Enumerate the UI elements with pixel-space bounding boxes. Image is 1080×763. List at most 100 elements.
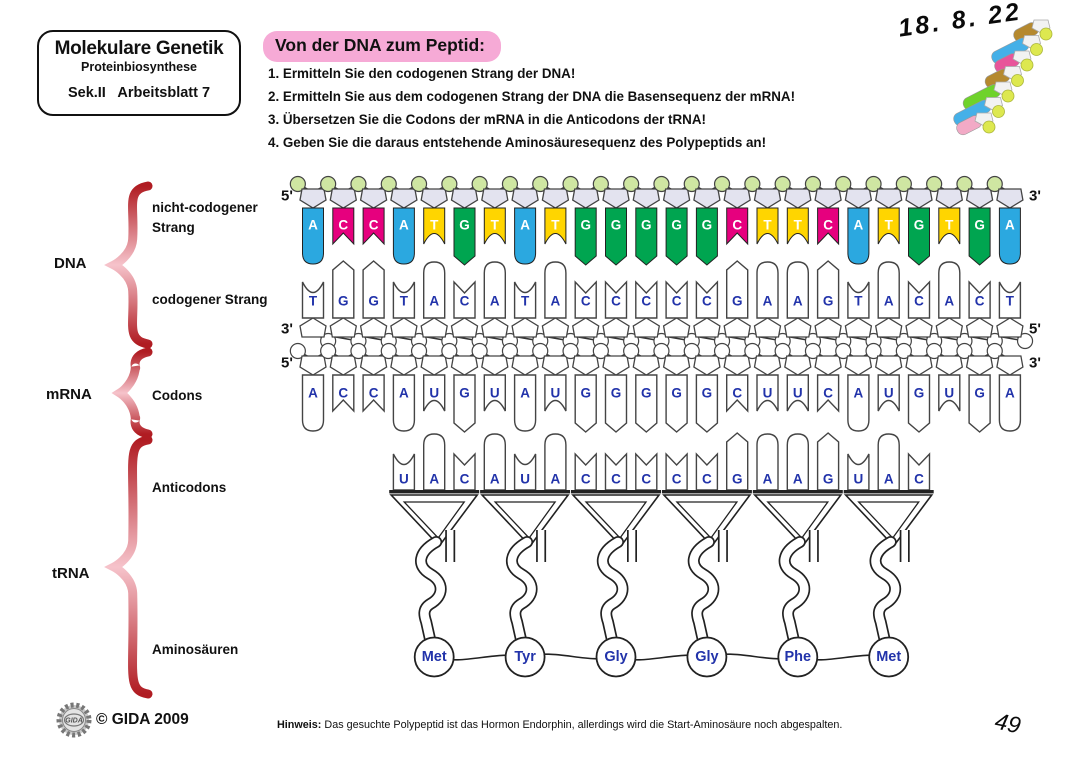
- amino-acid-circle: [868, 636, 910, 678]
- sugar-pentagon: [753, 188, 782, 209]
- instruction-item: 1. Ermitteln Sie den codogenen Strang de…: [268, 66, 576, 81]
- nucleotide-G: [635, 374, 658, 433]
- sugar-pentagon: [481, 188, 509, 209]
- anticodon-letter: C: [914, 472, 924, 487]
- sugar-pentagon: [753, 355, 782, 376]
- sugar-pentagon: [359, 355, 388, 376]
- anticodon-nucleotide-A: [423, 433, 446, 491]
- sugar-pentagon: [450, 188, 479, 209]
- phosphate: [562, 342, 579, 360]
- phosphate: [320, 175, 337, 193]
- sugar-pentagon: [874, 355, 903, 376]
- base-letter: A: [308, 218, 318, 233]
- task-title: Von der DNA zum Peptid:: [263, 31, 501, 62]
- anticodon-letter: C: [641, 472, 651, 487]
- brace-dna: [104, 181, 153, 349]
- sugar-pentagon: [693, 317, 721, 338]
- sugar-pentagon: [784, 188, 812, 209]
- trna-body: [871, 537, 900, 645]
- base-letter: G: [611, 218, 622, 233]
- nucleotide-T: [786, 207, 809, 245]
- sugar-pentagon: [420, 188, 448, 209]
- decoration-phosphate: [1020, 58, 1034, 72]
- trna-funnel-outer: [662, 494, 752, 548]
- decoration-phosphate: [1039, 27, 1053, 41]
- sugar-pentagon: [935, 317, 964, 338]
- base-letter: C: [338, 386, 348, 401]
- base-letter: G: [732, 294, 743, 309]
- anticodon-nucleotide-A: [483, 433, 506, 491]
- amino-acid-label: Gly: [695, 649, 718, 665]
- sugar-pentagon: [965, 317, 994, 338]
- codogenic-strand: T G G T A C A T A C C C C C G A A G T A C A C T 3' 5': [281, 260, 1041, 350]
- amino-acid-label: Phe: [785, 649, 812, 665]
- base-letter: C: [369, 386, 379, 401]
- phosphate: [471, 175, 488, 193]
- sugar-pentagon: [541, 355, 570, 376]
- phosphate: [289, 175, 306, 193]
- base-letter: A: [884, 294, 894, 309]
- anticodon-letter: A: [763, 472, 773, 487]
- base-letter: T: [794, 218, 803, 233]
- base-letter: G: [974, 218, 985, 233]
- trna-funnel-inner: [402, 501, 466, 540]
- trna-funnel-inner: [766, 501, 830, 540]
- gear-hub: [62, 708, 86, 732]
- base-letter: C: [702, 294, 712, 309]
- trna-body: [598, 537, 627, 645]
- sugar-pentagon: [784, 317, 812, 338]
- base-letter: C: [732, 218, 742, 233]
- base-letter: U: [763, 386, 773, 401]
- phosphate: [623, 175, 640, 193]
- sugar-pentagon: [420, 355, 448, 376]
- base-letter: C: [338, 218, 348, 233]
- gida-logo: GIDA: [56, 702, 92, 738]
- anticodon-letter: A: [884, 472, 894, 487]
- base-letter: T: [491, 218, 500, 233]
- trna-unit: C C G Gly: [661, 432, 752, 678]
- label-codogenic-strand: codogener Strang: [152, 292, 268, 307]
- nucleotide-U: [786, 374, 809, 412]
- base-letter: T: [854, 294, 863, 309]
- base-letter: G: [914, 218, 925, 233]
- nucleotide-A: [847, 374, 870, 432]
- phosphate: [926, 342, 943, 360]
- phosphate: [956, 342, 973, 360]
- sugar-pentagon: [723, 317, 751, 338]
- nucleotide-T: [998, 281, 1022, 319]
- phosphate: [744, 342, 761, 360]
- phosphate: [289, 342, 306, 360]
- nucleotide-G: [695, 207, 718, 266]
- base-letter: T: [885, 218, 894, 233]
- nucleotide-C: [968, 280, 991, 319]
- anticodon-bar: [389, 490, 480, 494]
- trna-funnel-inner: [675, 501, 739, 540]
- nucleotide-U: [483, 374, 506, 412]
- decoration-phosphate: [982, 120, 996, 134]
- base-letter: U: [429, 386, 439, 401]
- base-letter: C: [369, 218, 379, 233]
- sugar-pentagon: [723, 188, 751, 209]
- phosphate: [835, 175, 852, 193]
- worksheet-subtitle: Proteinbiosynthese: [81, 60, 197, 74]
- anticodon-letter: A: [551, 472, 561, 487]
- sugar-pentagon: [996, 317, 1024, 338]
- copyright: © GIDA 2009: [96, 711, 189, 728]
- nucleotide-C: [907, 280, 931, 319]
- nucleotide-U: [423, 374, 446, 412]
- base-letter: U: [793, 386, 803, 401]
- anticodon-letter: C: [611, 472, 621, 487]
- nucleotide-G: [665, 207, 688, 266]
- base-letter: C: [611, 294, 621, 309]
- anticodon-letter: C: [702, 472, 712, 487]
- base-letter: G: [459, 386, 470, 401]
- label-non-codogenic-strand: nicht-codogener Strang: [152, 200, 258, 235]
- sugar-pentagon: [844, 188, 873, 209]
- phosphate: [895, 175, 912, 193]
- base-letter: U: [884, 386, 894, 401]
- decoration-phosphate: [1011, 74, 1024, 87]
- sugar-pentagon: [481, 317, 509, 338]
- sugar-pentagon: [784, 355, 812, 376]
- logo-text: GIDA: [65, 718, 83, 725]
